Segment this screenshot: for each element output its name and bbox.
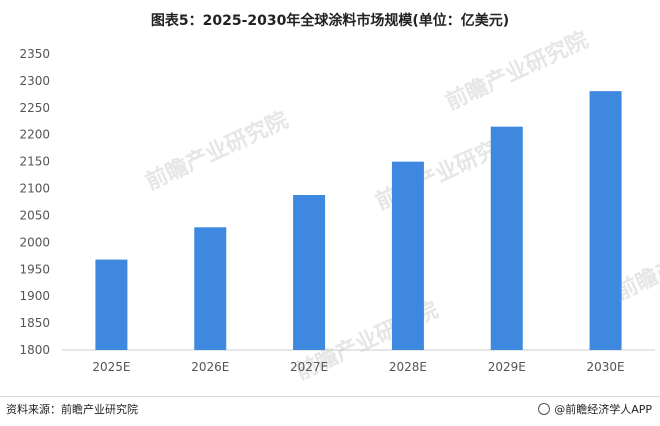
x-tick-label: 2025E <box>92 360 130 374</box>
watermark-text: 前瞻产业研究院 <box>442 27 593 116</box>
chart-title: 图表5：2025-2030年全球涂料市场规模(单位：亿美元) <box>150 13 510 29</box>
y-tick-label: 2050 <box>19 208 50 222</box>
y-tick-label: 2300 <box>19 74 50 88</box>
y-tick-label: 1900 <box>19 289 50 303</box>
y-axis: 1800 1850 1900 1950 2000 2050 2100 2150 2200 2250… <box>19 47 50 357</box>
x-axis: 2025E 2026E 2027E 2028E 2029E 2030E <box>92 360 624 374</box>
y-tick-label: 2000 <box>19 235 50 249</box>
x-tick-label: 2028E <box>389 360 427 374</box>
y-tick-label: 2350 <box>19 47 50 61</box>
source-note: 资料来源：前瞻产业研究院 <box>6 403 138 416</box>
bar-2030E <box>589 91 622 350</box>
bar-2025E <box>95 259 128 350</box>
footer: 资料来源：前瞻产业研究院 @前瞻经济学人APP <box>0 396 660 421</box>
bars <box>95 91 622 351</box>
x-tick-label: 2027E <box>290 360 328 374</box>
bar-2027E <box>293 195 326 350</box>
bar-2028E <box>391 161 424 350</box>
y-tick-label: 2200 <box>19 128 50 142</box>
y-tick-label: 2100 <box>19 182 50 196</box>
y-tick-label: 1800 <box>19 343 50 357</box>
y-tick-label: 1950 <box>19 262 50 276</box>
watermark-text: 前瞻产业研究院 <box>142 107 293 196</box>
x-tick-label: 2030E <box>587 360 625 374</box>
brand-credit: @前瞻经济学人APP <box>538 401 652 417</box>
x-tick-label: 2026E <box>191 360 229 374</box>
y-tick-label: 2150 <box>19 155 50 169</box>
bar-2026E <box>194 227 227 350</box>
brand-text: @前瞻经济学人APP <box>554 403 652 416</box>
brand-logo-icon <box>538 403 551 415</box>
x-tick-label: 2029E <box>488 360 526 374</box>
bar-2029E <box>490 126 523 351</box>
y-tick-label: 1850 <box>19 316 50 330</box>
y-tick-label: 2250 <box>19 101 50 115</box>
